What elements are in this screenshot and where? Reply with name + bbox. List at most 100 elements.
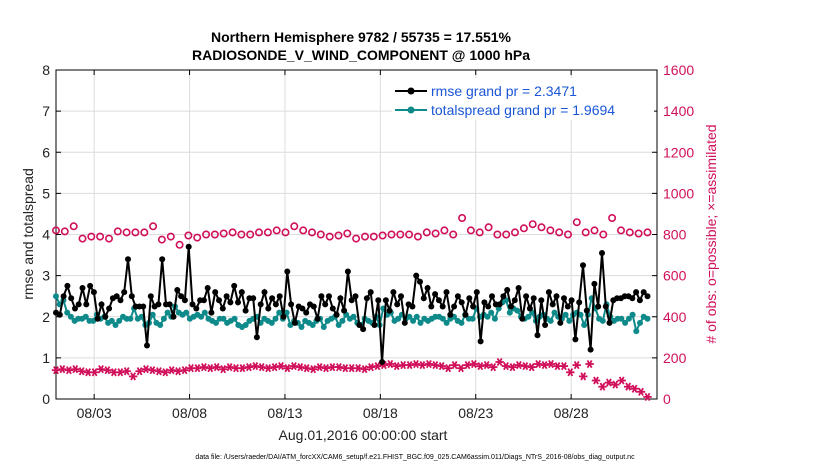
- totalspread-point: [82, 313, 89, 320]
- totalspread-point: [525, 313, 532, 320]
- asterisk-stroke: [631, 384, 638, 393]
- asterisk-stroke: [471, 359, 477, 369]
- totalspread-point: [276, 309, 283, 316]
- obs-possible-point: [608, 214, 617, 223]
- obs-possible-point: [175, 240, 184, 249]
- rmse-point: [326, 293, 332, 300]
- obs-assimilated-point: [585, 359, 594, 369]
- asterisk-stroke: [438, 362, 445, 371]
- totalspread-point: [335, 322, 342, 328]
- asterisk-stroke: [130, 372, 136, 381]
- asterisk-stroke: [406, 360, 413, 370]
- rmse-point: [439, 303, 446, 310]
- obs-possible-point: [405, 230, 414, 239]
- rmse-point: [523, 293, 530, 300]
- rmse-point: [398, 293, 404, 300]
- obs-possible-point: [210, 230, 219, 239]
- obs-possible-point: [140, 228, 149, 237]
- obs-assimilated-point: [431, 360, 440, 370]
- rmse-point: [382, 297, 389, 304]
- obs-assimilated-point: [122, 367, 131, 376]
- obs-assimilated-point: [630, 384, 639, 393]
- obs-possible-point: [510, 228, 519, 237]
- rmse-point: [269, 295, 276, 302]
- rmse-point: [265, 305, 272, 312]
- totalspread-point: [562, 311, 569, 318]
- obs-possible-point: [458, 214, 467, 223]
- asterisk-stroke: [66, 366, 72, 375]
- asterisk-stroke: [445, 364, 452, 373]
- obs-possible-point: [625, 228, 634, 237]
- asterisk-stroke: [387, 359, 394, 369]
- obs-assimilated-point: [411, 359, 421, 369]
- rmse-point: [640, 289, 647, 296]
- rmse-point: [106, 305, 113, 312]
- asterisk-stroke: [612, 380, 619, 389]
- rmse-point: [545, 289, 552, 296]
- obs-assimilated-point: [309, 365, 318, 374]
- obs-possible-point: [360, 232, 369, 241]
- y-right-tick-label: 1200: [663, 144, 694, 160]
- asterisk-stroke: [271, 363, 278, 372]
- obs-possible-point: [528, 220, 537, 229]
- rmse-point: [159, 256, 166, 263]
- rmse-point: [261, 289, 268, 296]
- obs-assimilated-point: [463, 360, 472, 370]
- totalspread-point: [116, 317, 123, 324]
- obs-possible-point: [246, 230, 255, 239]
- asterisk-stroke: [213, 363, 220, 372]
- rmse-point: [458, 299, 465, 306]
- rmse-point: [644, 293, 651, 300]
- asterisk-stroke: [226, 363, 233, 372]
- obs-assimilated-point: [257, 363, 266, 372]
- obs-assimilated-point: [71, 365, 80, 374]
- totalspread-point: [406, 313, 413, 320]
- asterisk-stroke: [426, 359, 432, 369]
- obs-possible-point: [113, 227, 122, 236]
- obs-possible-point: [413, 232, 422, 241]
- rmse-point: [462, 311, 469, 318]
- totalspread-point: [108, 317, 115, 324]
- totalspread-point: [566, 317, 573, 324]
- totalspread-point: [309, 322, 316, 328]
- rmse-point: [64, 282, 71, 289]
- obs-possible-point: [484, 223, 493, 232]
- obs-assimilated-point: [193, 364, 202, 373]
- rmse-point: [394, 301, 401, 308]
- asterisk-stroke: [458, 364, 464, 373]
- rmse-point: [125, 256, 131, 263]
- obs-assimilated-point: [315, 363, 324, 372]
- obs-assimilated-point: [64, 366, 74, 375]
- obs-possible-point: [396, 230, 405, 239]
- rmse-point: [208, 309, 215, 316]
- rmse-point: [413, 272, 420, 279]
- rmse-point: [489, 293, 495, 300]
- rmse-point: [257, 301, 264, 308]
- asterisk-stroke: [239, 364, 246, 373]
- rmse-point: [117, 297, 124, 304]
- rmse-point: [409, 303, 416, 310]
- obs-assimilated-point: [476, 362, 485, 371]
- obs-possible-point: [422, 228, 431, 237]
- rmse-point: [72, 305, 78, 312]
- rmse-point: [250, 295, 257, 302]
- rmse-point: [166, 301, 173, 308]
- obs-possible-point: [493, 230, 502, 239]
- asterisk-stroke: [580, 372, 587, 381]
- asterisk-stroke: [168, 366, 175, 375]
- obs-possible-point: [299, 226, 308, 235]
- rmse-point: [636, 297, 643, 304]
- totalspread-point: [622, 319, 629, 326]
- totalspread-point: [90, 317, 97, 324]
- asterisk-stroke: [291, 362, 297, 371]
- rmse-point: [284, 268, 291, 275]
- rmse-point: [424, 285, 431, 291]
- rmse-point: [178, 293, 185, 300]
- obs-assimilated-point: [508, 363, 517, 372]
- asterisk-stroke: [310, 365, 317, 374]
- obs-assimilated-point: [418, 360, 427, 370]
- y-right-tick-label: 600: [663, 268, 687, 284]
- obs-possible-point: [449, 230, 458, 239]
- obs-possible-point: [634, 229, 643, 238]
- obs-assimilated-point: [636, 387, 646, 396]
